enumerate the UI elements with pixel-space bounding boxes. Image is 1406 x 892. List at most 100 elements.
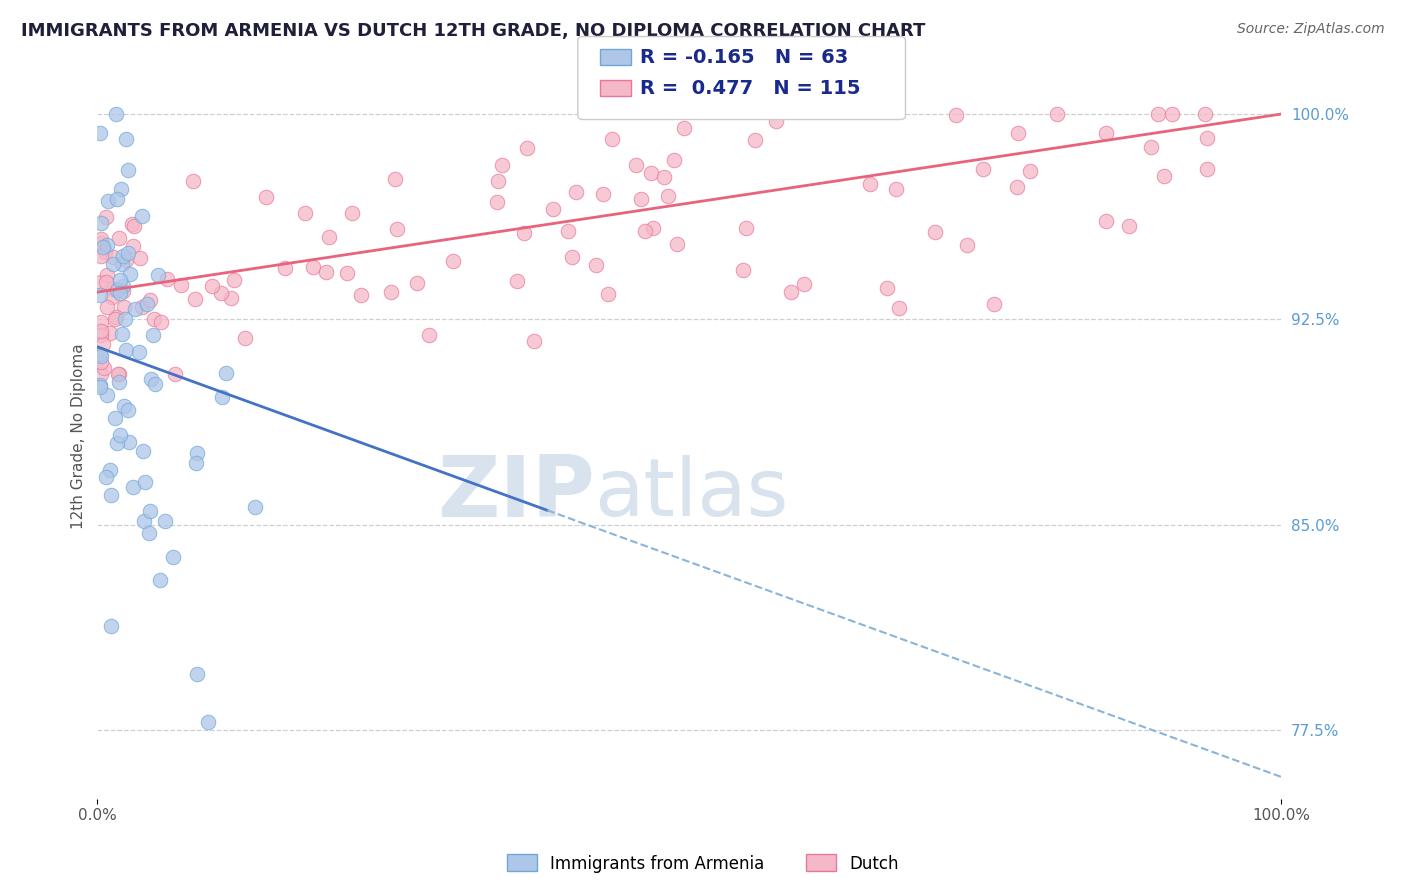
Point bbox=[111, 326, 134, 341]
Point bbox=[89, 126, 111, 140]
Y-axis label: 12th Grade, No Diploma: 12th Grade, No Diploma bbox=[72, 343, 86, 529]
Point bbox=[149, 315, 172, 329]
Point bbox=[146, 268, 169, 282]
Point bbox=[512, 226, 534, 240]
Point bbox=[302, 260, 325, 274]
Point bbox=[107, 231, 129, 245]
Point bbox=[184, 293, 207, 307]
Point bbox=[664, 153, 686, 168]
Point bbox=[1095, 126, 1118, 140]
Point bbox=[1194, 107, 1216, 121]
Point bbox=[101, 250, 124, 264]
Point bbox=[516, 141, 538, 155]
Point bbox=[491, 157, 513, 171]
Point bbox=[1046, 107, 1069, 121]
Point bbox=[93, 337, 115, 351]
Point bbox=[105, 435, 128, 450]
Point bbox=[100, 326, 122, 340]
Point bbox=[983, 297, 1005, 311]
Point bbox=[561, 250, 583, 264]
Point bbox=[441, 253, 464, 268]
Point bbox=[186, 667, 208, 681]
Point bbox=[89, 380, 111, 394]
Point bbox=[110, 285, 132, 300]
Point bbox=[734, 221, 756, 235]
Point bbox=[1140, 140, 1163, 154]
Point bbox=[139, 293, 162, 307]
Point bbox=[105, 192, 128, 206]
Point bbox=[108, 273, 131, 287]
Point bbox=[121, 239, 143, 253]
Point bbox=[541, 202, 564, 216]
Point bbox=[108, 375, 131, 389]
Point bbox=[672, 121, 695, 136]
Point bbox=[134, 514, 156, 528]
Point bbox=[101, 256, 124, 270]
Point bbox=[100, 619, 122, 633]
Point bbox=[418, 327, 440, 342]
Point bbox=[89, 287, 111, 301]
Point bbox=[1153, 169, 1175, 183]
Point bbox=[96, 238, 118, 252]
Point bbox=[105, 310, 128, 324]
Point bbox=[90, 231, 112, 245]
Point bbox=[135, 296, 157, 310]
Point bbox=[94, 275, 117, 289]
Point bbox=[142, 311, 165, 326]
Point bbox=[108, 428, 131, 442]
Point bbox=[101, 290, 124, 304]
Point bbox=[117, 246, 139, 260]
Point bbox=[120, 267, 142, 281]
Point bbox=[134, 475, 156, 490]
Point bbox=[143, 377, 166, 392]
Point bbox=[184, 456, 207, 470]
Point bbox=[170, 278, 193, 293]
Point bbox=[1161, 107, 1184, 121]
Point bbox=[523, 334, 546, 348]
Point bbox=[139, 371, 162, 385]
Text: R =  0.477   N = 115: R = 0.477 N = 115 bbox=[640, 78, 860, 98]
Point bbox=[96, 388, 118, 402]
Point bbox=[105, 107, 128, 121]
Point bbox=[592, 187, 614, 202]
Point bbox=[105, 283, 128, 297]
Point bbox=[111, 284, 134, 298]
Point bbox=[165, 368, 187, 382]
Point bbox=[254, 190, 277, 204]
Point bbox=[197, 714, 219, 729]
Point bbox=[641, 221, 664, 235]
Point bbox=[640, 166, 662, 180]
Text: R = -0.165   N = 63: R = -0.165 N = 63 bbox=[640, 47, 848, 67]
Point bbox=[131, 300, 153, 314]
Point bbox=[96, 268, 118, 282]
Point bbox=[793, 277, 815, 292]
Point bbox=[96, 300, 118, 314]
Point bbox=[128, 251, 150, 265]
Point bbox=[111, 257, 134, 271]
Point bbox=[600, 132, 623, 146]
Point bbox=[405, 276, 427, 290]
Point bbox=[876, 281, 898, 295]
Point bbox=[153, 514, 176, 528]
Point bbox=[335, 266, 357, 280]
Point bbox=[215, 366, 238, 380]
Point bbox=[90, 368, 112, 382]
Point bbox=[1007, 127, 1029, 141]
Point bbox=[122, 219, 145, 233]
Point bbox=[1007, 180, 1029, 194]
Point bbox=[90, 216, 112, 230]
Point bbox=[117, 403, 139, 417]
Point bbox=[100, 488, 122, 502]
Point bbox=[665, 237, 688, 252]
Point bbox=[162, 549, 184, 564]
Point bbox=[350, 288, 373, 302]
Point bbox=[219, 291, 242, 305]
Point bbox=[245, 500, 267, 515]
Point bbox=[121, 480, 143, 494]
Point bbox=[97, 194, 120, 208]
Point bbox=[111, 249, 134, 263]
Point bbox=[956, 238, 979, 252]
Point bbox=[1018, 163, 1040, 178]
Point bbox=[114, 312, 136, 326]
Point bbox=[104, 311, 127, 326]
